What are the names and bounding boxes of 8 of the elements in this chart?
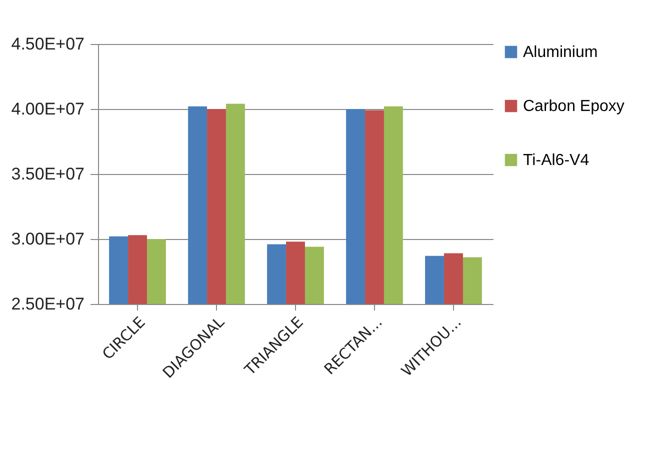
y-tick-label: 4.00E+07	[11, 100, 84, 118]
legend-label: Ti-Al6-V4	[523, 152, 590, 169]
y-tick-label: 3.00E+07	[11, 230, 84, 248]
y-tick-label: 4.50E+07	[11, 34, 84, 54]
legend-label: Aluminium	[523, 44, 598, 61]
y-tick-label: 3.50E+07	[11, 164, 84, 184]
legend-label: Carbon Epoxy	[523, 98, 624, 115]
y-tick-label: 2.50E+07	[11, 294, 84, 314]
